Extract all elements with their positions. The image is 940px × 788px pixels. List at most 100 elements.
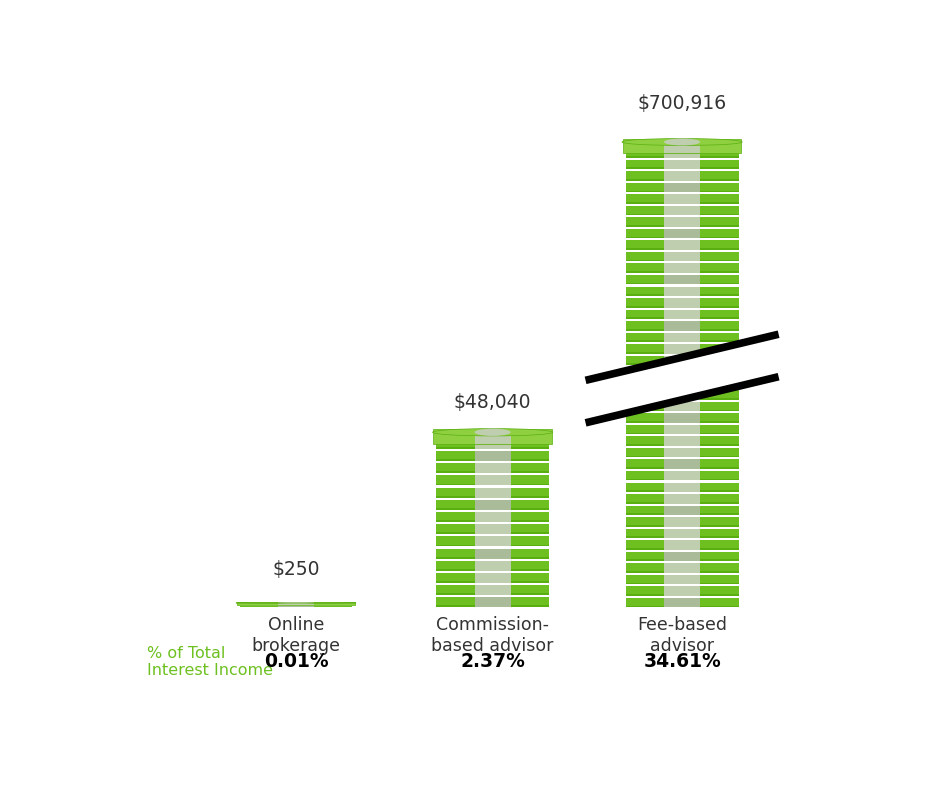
Bar	[626, 586, 739, 596]
Bar	[475, 524, 510, 534]
Bar	[436, 569, 549, 571]
Bar	[626, 287, 739, 296]
Bar	[436, 537, 549, 546]
Bar	[433, 429, 552, 444]
Bar	[626, 367, 739, 377]
Bar	[626, 594, 739, 596]
Bar	[664, 183, 700, 192]
Bar	[626, 548, 739, 550]
Bar	[436, 548, 549, 559]
Bar	[626, 529, 739, 538]
Ellipse shape	[622, 139, 743, 146]
Bar	[436, 447, 549, 449]
Bar	[475, 439, 510, 449]
Bar	[626, 318, 739, 319]
Bar	[626, 306, 739, 307]
Bar	[664, 414, 700, 423]
Bar	[626, 582, 739, 584]
Bar	[436, 459, 549, 461]
Bar	[664, 598, 700, 608]
Bar	[626, 410, 739, 411]
Bar	[626, 379, 739, 388]
Bar	[436, 520, 549, 522]
Bar	[436, 451, 549, 461]
Text: $250: $250	[273, 560, 320, 579]
Bar	[664, 195, 700, 204]
Bar	[664, 448, 700, 457]
Bar	[475, 429, 510, 444]
Bar	[664, 529, 700, 538]
Bar	[475, 548, 510, 559]
Bar	[626, 217, 739, 227]
Bar	[664, 586, 700, 596]
Bar	[664, 298, 700, 307]
Bar	[278, 604, 314, 605]
Bar	[664, 160, 700, 169]
Bar	[664, 240, 700, 250]
Bar	[626, 390, 739, 400]
Bar	[436, 581, 549, 583]
Bar	[626, 433, 739, 434]
Bar	[626, 574, 739, 584]
Bar	[626, 179, 739, 180]
Bar	[240, 606, 352, 608]
Bar	[664, 471, 700, 481]
Bar	[664, 541, 700, 550]
Bar	[626, 414, 739, 423]
Bar	[436, 484, 549, 485]
Bar	[664, 206, 700, 215]
Bar	[664, 333, 700, 342]
Bar	[626, 467, 739, 469]
Bar	[475, 512, 510, 522]
Bar	[436, 593, 549, 595]
Bar	[626, 525, 739, 526]
Bar	[626, 605, 739, 608]
Bar	[475, 573, 510, 583]
Bar	[626, 168, 739, 169]
Text: 2.37%: 2.37%	[461, 652, 525, 671]
Bar	[626, 298, 739, 307]
Bar	[475, 500, 510, 510]
Bar	[626, 455, 739, 457]
Bar	[436, 512, 549, 522]
Bar	[626, 598, 739, 608]
Bar	[626, 398, 739, 400]
Bar	[664, 148, 700, 158]
Bar	[626, 479, 739, 481]
Bar	[237, 603, 355, 604]
Bar	[664, 139, 700, 153]
Bar	[626, 355, 739, 365]
Bar	[626, 322, 739, 331]
Bar	[436, 500, 549, 510]
Bar	[475, 597, 510, 608]
Bar	[664, 275, 700, 284]
Bar	[664, 437, 700, 446]
Bar	[626, 275, 739, 284]
Text: $700,916: $700,916	[637, 94, 727, 113]
Bar	[626, 252, 739, 262]
Bar	[664, 563, 700, 573]
Bar	[626, 402, 739, 411]
Bar	[436, 573, 549, 583]
Bar	[664, 217, 700, 227]
Bar	[436, 463, 549, 474]
Bar	[626, 471, 739, 481]
Text: $48,040: $48,040	[454, 393, 531, 412]
Bar	[664, 506, 700, 515]
Bar	[475, 451, 510, 461]
Bar	[626, 240, 739, 250]
Ellipse shape	[475, 429, 510, 436]
Bar	[626, 517, 739, 526]
Text: 34.61%: 34.61%	[643, 652, 721, 671]
Polygon shape	[586, 334, 778, 423]
Bar	[626, 329, 739, 331]
Bar	[664, 252, 700, 262]
Bar	[664, 552, 700, 561]
Bar	[626, 482, 739, 492]
Bar	[626, 421, 739, 423]
Bar	[626, 506, 739, 515]
Bar	[626, 310, 739, 319]
Bar	[626, 352, 739, 354]
Text: 0.01%: 0.01%	[263, 652, 328, 671]
Bar	[626, 448, 739, 457]
